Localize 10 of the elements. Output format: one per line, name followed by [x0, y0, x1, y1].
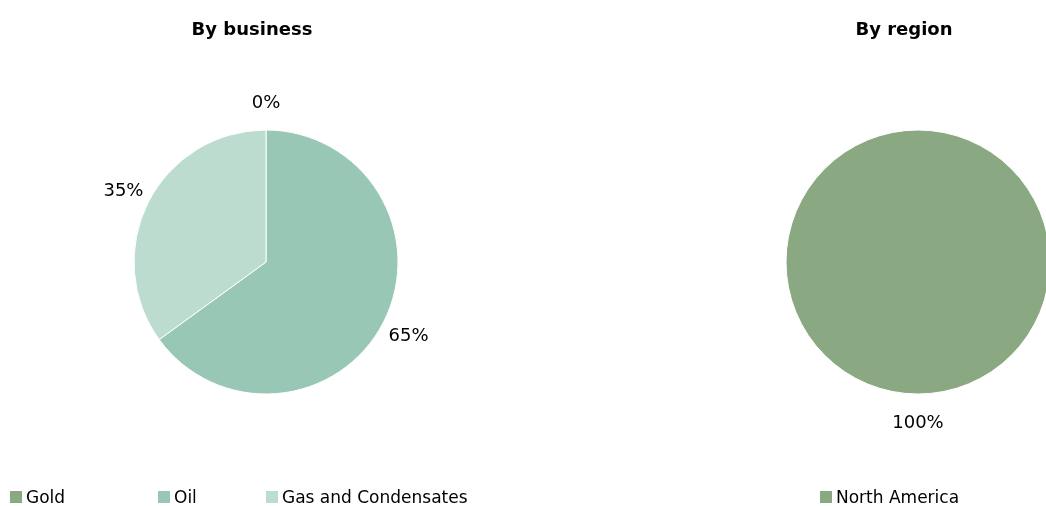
legend-label: North America	[836, 486, 960, 506]
data-label: 35%	[103, 178, 144, 200]
legend-label: Gas and Condensates	[282, 486, 468, 506]
chart-title: By business	[191, 18, 313, 39]
legend-label: Oil	[174, 486, 197, 506]
data-label: 65%	[388, 323, 429, 345]
data-label: 100%	[892, 411, 944, 433]
text: 0%	[251, 91, 281, 113]
legend-label: Gold	[26, 486, 66, 506]
chart-title: By region	[855, 18, 953, 39]
